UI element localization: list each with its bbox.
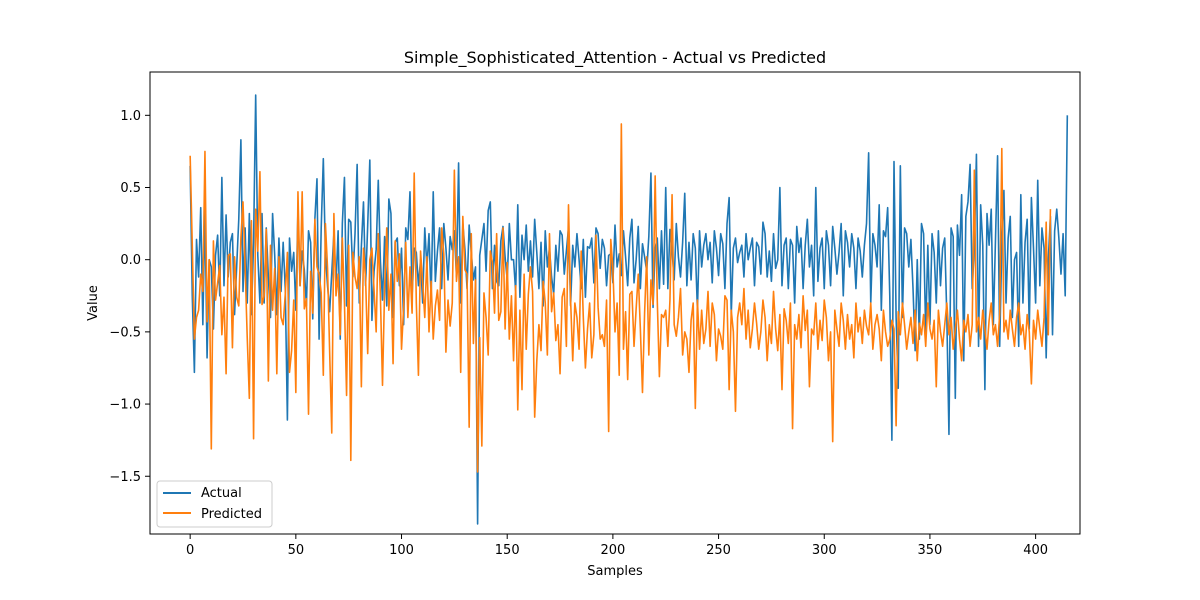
plot-area <box>149 71 1081 535</box>
series-line-predicted <box>189 123 1052 473</box>
y-tick-label: 0.5 <box>120 181 141 196</box>
series-line-actual <box>189 94 1069 525</box>
x-tick-label: 50 <box>288 543 305 558</box>
x-tick-label: 350 <box>918 543 943 558</box>
x-tick-label: 250 <box>706 543 731 558</box>
y-tick-label: 1.0 <box>120 109 141 124</box>
y-tick-label: −1.5 <box>109 470 141 485</box>
legend: Actual Predicted <box>156 480 273 528</box>
x-axis-label: Samples <box>587 564 643 579</box>
chart-title: Simple_Sophisticated_Attention - Actual … <box>404 48 826 68</box>
x-tick-label: 100 <box>389 543 414 558</box>
series-layer <box>189 94 1069 525</box>
x-axis: 0 50 100 150 200 250 300 350 400 <box>186 534 1048 558</box>
legend-label-actual: Actual <box>201 486 242 501</box>
x-tick-label: 400 <box>1023 543 1048 558</box>
legend-label-predicted: Predicted <box>201 507 262 522</box>
x-tick-label: 0 <box>186 543 194 558</box>
x-tick-label: 150 <box>495 543 520 558</box>
y-axis-label: Value <box>86 285 101 321</box>
axes-frame <box>149 71 1081 535</box>
x-tick-label: 200 <box>600 543 625 558</box>
y-tick-label: −0.5 <box>109 325 141 340</box>
y-tick-label: 0.0 <box>120 253 141 268</box>
y-axis: −1.5 −1.0 −0.5 0.0 0.5 1.0 <box>109 109 150 485</box>
x-tick-label: 300 <box>812 543 837 558</box>
y-tick-label: −1.0 <box>109 398 141 413</box>
